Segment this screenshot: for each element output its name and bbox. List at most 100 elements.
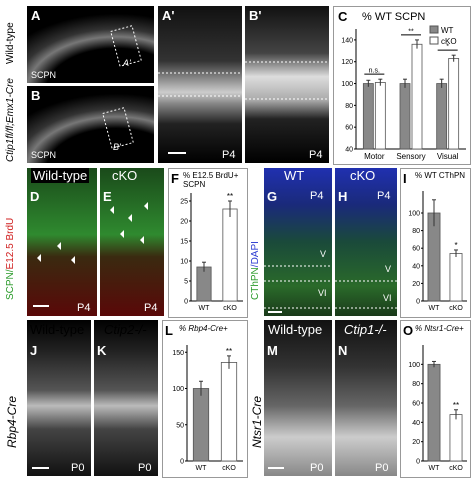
significance-label: ** [453, 401, 459, 410]
panel-h-header: cKO [350, 168, 376, 183]
panel-m-age: P0 [310, 462, 324, 474]
panel-a-prime-letter: A' [162, 8, 175, 23]
y-tick-label: 100 [408, 211, 420, 218]
panel-m-header: Wild-type [268, 322, 323, 337]
panel-a: A SCPN A' [27, 6, 154, 83]
panel-m: M P0 [264, 320, 332, 476]
x-tick-label: Sensory [396, 152, 425, 161]
panel-d-header: Wild-type [31, 168, 90, 183]
chart-l: L % Rbp4-Cre+ 0 50 100 150 WT cKO ** [162, 320, 248, 478]
chart-c: C % WT SCPN 40 60 80 100 120 140 Motor n.s. Sens… [333, 6, 471, 165]
panel-a-inset-label: A' [123, 58, 131, 68]
panel-a-caption: SCPN [31, 70, 57, 80]
panel-g-image [264, 168, 332, 316]
panel-n-letter: N [338, 343, 348, 358]
row2-label: SCPN/E12.5 BrdU [5, 218, 16, 300]
chart-c-title: % WT SCPN [362, 11, 426, 23]
panel-j-age: P0 [71, 462, 85, 474]
panel-b-prime: B' P4 [245, 6, 329, 163]
y-tick-label: 0 [184, 299, 188, 306]
panel-b-caption: SCPN [31, 150, 57, 160]
x-tick-label: WT [429, 305, 441, 312]
panel-b-inset-label: B' [113, 142, 121, 152]
row2-label-g-green: CThPN [250, 267, 261, 300]
panel-e-letter: E [103, 189, 112, 204]
chart-f-title: % E12.5 BrdU+ SCPN [183, 171, 239, 189]
chart-f-letter: F [171, 171, 179, 186]
chart-i-title: % WT CThPN [415, 171, 466, 180]
panel-n-age: P0 [375, 462, 389, 474]
panel-j: J P0 [27, 320, 91, 476]
row3-label-ntsr1: Ntsr1-Cre [250, 395, 264, 448]
y-tick-label: 40 [412, 420, 420, 427]
panel-g-age: P4 [310, 190, 324, 202]
row3-label-rbp4: Rbp4-Cre [5, 395, 19, 448]
chart-c-svg: 40 60 80 100 120 140 Motor n.s. Sensory ** Visual *… [341, 25, 466, 161]
y-tick-label: 25 [180, 199, 188, 206]
panel-g: G P4 V VI [264, 168, 332, 316]
panel-d-letter: D [30, 189, 40, 204]
y-tick-label: 60 [412, 246, 420, 253]
chart-f-svg: 0 5 10 15 20 25 WT cKO ** [180, 192, 243, 312]
x-tick-label: WT [429, 465, 441, 472]
x-tick-label: cKO [222, 465, 236, 472]
y-tick-label: 60 [412, 401, 420, 408]
bar-wt-sensory [399, 83, 411, 150]
panel-d: D P4 [27, 168, 97, 316]
significance-label: ** [227, 192, 233, 201]
panel-j-image [27, 320, 91, 476]
y-tick-label: 100 [172, 386, 184, 393]
legend-swatch-cko [429, 36, 439, 45]
significance-label: n.s. [369, 68, 380, 75]
y-tick-label: 10 [180, 259, 188, 266]
panel-h-age: P4 [377, 190, 391, 202]
panel-b: B SCPN B' [27, 86, 154, 163]
bar-wt [427, 363, 441, 462]
bar-wt-motor [362, 83, 374, 150]
bar-cko-sensory [411, 43, 423, 150]
bar-wt [196, 266, 212, 302]
panel-k-image [94, 320, 158, 476]
y-tick-label: 40 [412, 263, 420, 270]
panel-m-letter: M [267, 343, 278, 358]
y-tick-label: 80 [412, 228, 420, 235]
panel-k-letter: K [97, 343, 107, 358]
bar-cko [449, 253, 463, 302]
panel-a-prime-image [158, 6, 242, 163]
bar-cko-motor [374, 82, 386, 150]
panel-d-image [27, 168, 97, 316]
significance-label: ** [408, 28, 414, 35]
panel-g-layer-vi: VI [318, 288, 327, 298]
x-tick-label: cKO [449, 465, 463, 472]
chart-o-title: % Ntsr1-Cre+ [415, 324, 464, 333]
panel-b-image [27, 86, 154, 163]
chart-i: I % WT CThPN 0 20 40 60 80 100 WT cKO * [400, 168, 471, 318]
row2-label-green: SCPN/ [5, 269, 16, 300]
chart-c-letter: C [338, 9, 348, 24]
bar-cko [222, 208, 238, 302]
row2-label-g-blue: /DAPI [250, 241, 261, 268]
panel-a-prime: A' P4 [158, 6, 242, 163]
chart-i-svg: 0 20 40 60 80 100 WT cKO * [408, 191, 467, 312]
chart-l-title: % Rbp4-Cre+ [179, 324, 228, 333]
panel-k-header: Ctip2-/- [104, 322, 147, 337]
significance-label: * [454, 241, 457, 250]
panel-e-age: P4 [144, 302, 158, 314]
chart-l-letter: L [165, 323, 173, 338]
significance-label: * [446, 44, 449, 51]
panel-e: E P4 [100, 168, 164, 316]
y-tick-label: 0 [416, 299, 420, 306]
chart-f: F % E12.5 BrdU+ SCPN 0 5 10 15 20 25 WT cKO ** [168, 168, 248, 318]
panel-d-age: P4 [77, 302, 91, 314]
chart-o-letter: O [403, 323, 414, 338]
row1-label-ckO: Ctip1fl/fl;Emx1-Cre [5, 78, 16, 162]
y-tick-label: 20 [412, 439, 420, 446]
y-tick-label: 20 [412, 281, 420, 288]
x-tick-label: Visual [437, 152, 459, 161]
row2-label-g: CThPN/DAPI [250, 241, 261, 300]
y-tick-label: 120 [341, 59, 353, 66]
y-tick-label: 0 [416, 459, 420, 466]
panel-g-letter: G [267, 189, 278, 204]
bar-wt [192, 388, 210, 462]
significance-label: ** [226, 347, 232, 356]
